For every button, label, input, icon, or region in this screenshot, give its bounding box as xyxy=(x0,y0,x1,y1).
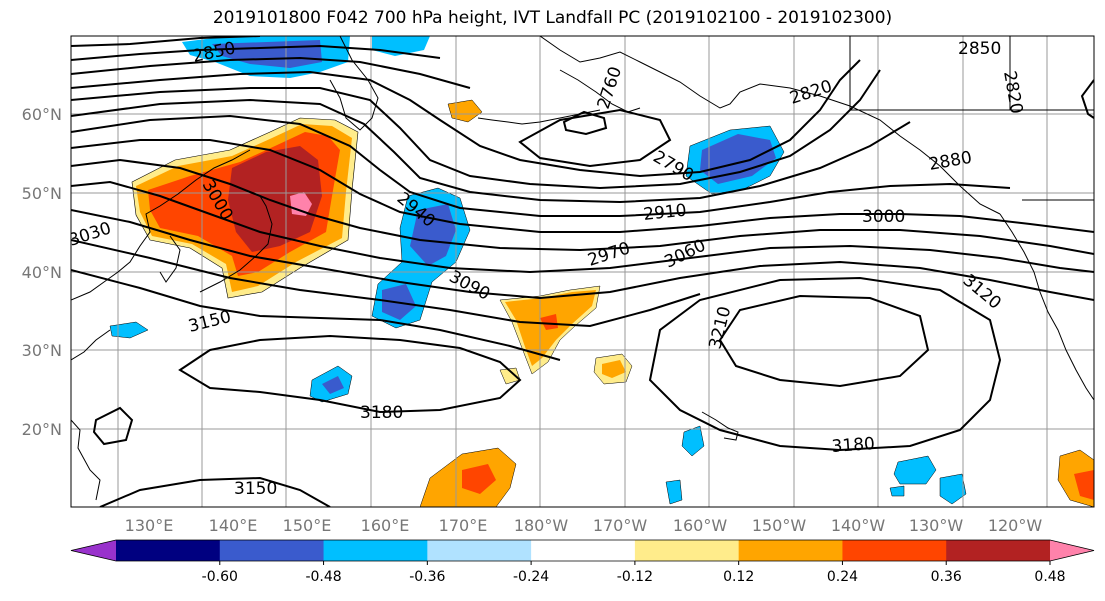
colorbar-segment xyxy=(219,540,325,561)
map-title: 2019101800 F042 700 hPa height, IVT Land… xyxy=(212,8,893,28)
lon-label: 180°W xyxy=(514,516,569,535)
lon-label: 160°E xyxy=(361,516,410,535)
colorbar-tick-label: 0.36 xyxy=(931,569,962,585)
contour-label: 3180 xyxy=(360,403,403,423)
contour-label: 3000 xyxy=(862,207,905,227)
colorbar-tick-label: 0.12 xyxy=(723,569,754,585)
map-border xyxy=(70,35,1095,508)
ivt-anomaly-pink-asia xyxy=(290,192,312,216)
lat-label-60n: 60°N xyxy=(22,105,62,124)
colorbar-segment xyxy=(634,540,740,561)
lon-label: 130°W xyxy=(909,516,964,535)
colorbar-outline xyxy=(70,539,1095,562)
colorbar-tick-label: -0.36 xyxy=(409,569,445,585)
colorbar-segment xyxy=(427,540,532,561)
colorbar-segment xyxy=(946,540,1051,561)
height-contours xyxy=(71,36,1094,507)
lat-label-50n: 50°N xyxy=(22,184,62,203)
lon-label: 150°W xyxy=(752,516,807,535)
lat-label-20n: 20°N xyxy=(22,420,62,439)
lon-label: 150°E xyxy=(283,516,332,535)
lon-label: 160°W xyxy=(673,516,728,535)
colorbar-segment xyxy=(116,540,221,561)
lon-label: 140°W xyxy=(831,516,886,535)
colorbar-segment xyxy=(531,540,636,561)
lat-label-30n: 30°N xyxy=(22,341,62,360)
colorbar-segment xyxy=(323,540,428,561)
colorbar-tick-label: -0.12 xyxy=(617,569,653,585)
lat-label-40n: 40°N xyxy=(22,263,62,282)
colorbar-extend-high xyxy=(1050,540,1094,561)
contour-label: 3150 xyxy=(234,479,277,499)
contour-label: 2910 xyxy=(642,201,687,225)
contour-label: 3180 xyxy=(831,434,876,457)
lon-label: 130°E xyxy=(125,516,174,535)
colorbar-segment xyxy=(842,540,947,561)
colorbar-tick-label: -0.24 xyxy=(513,569,549,585)
colorbar-tick-label: -0.48 xyxy=(305,569,341,585)
colorbar-tick-label: 0.24 xyxy=(827,569,858,585)
colorbar: -0.60 -0.48 -0.36 -0.24 -0.12 0.12 0.24 0.36 0.4… xyxy=(70,539,1095,585)
colorbar-segment xyxy=(738,540,843,561)
colorbar-extend-low xyxy=(71,540,116,561)
colorbar-tick-label: 0.48 xyxy=(1034,569,1065,585)
lon-label: 140°E xyxy=(209,516,258,535)
longitude-labels: 130°E 140°E 150°E 160°E 170°E 180°W 170°… xyxy=(125,516,1043,535)
contour-label: 2850 xyxy=(958,39,1001,59)
colorbar-tick-label: -0.60 xyxy=(202,569,238,585)
lon-label: 170°W xyxy=(593,516,648,535)
ivt-anomaly-darkred-asia xyxy=(228,146,322,252)
lon-label: 170°E xyxy=(439,516,488,535)
latitude-labels: 60°N 50°N 40°N 30°N 20°N xyxy=(22,105,62,439)
lon-label: 120°W xyxy=(988,516,1043,535)
